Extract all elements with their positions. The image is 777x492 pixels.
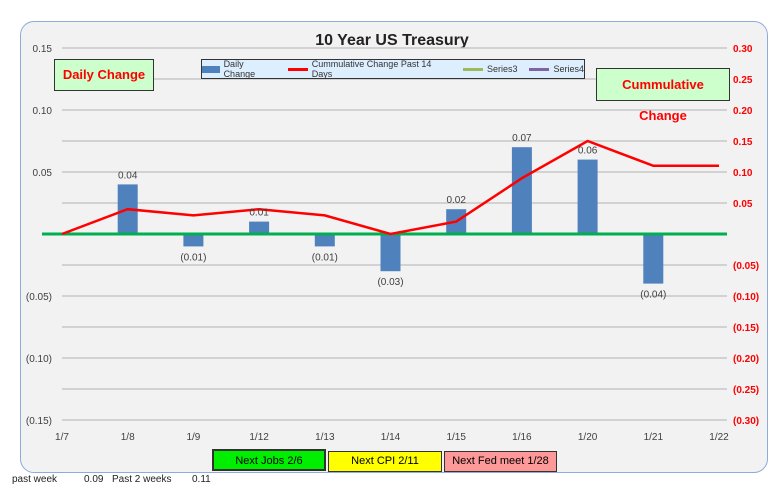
bar-daily-change — [380, 234, 401, 272]
right-axis-tick: (0.20) — [733, 354, 759, 365]
legend-swatch — [529, 67, 550, 71]
x-axis-tick: 1/16 — [512, 432, 532, 443]
bar-daily-change — [511, 147, 532, 234]
daily-change-label: Daily Change — [54, 59, 154, 91]
right-axis-tick: (0.15) — [733, 323, 759, 334]
x-axis-tick: 1/8 — [121, 432, 135, 443]
right-axis-tick: (0.25) — [733, 385, 759, 396]
right-axis-tick: 0.05 — [733, 199, 753, 210]
legend-item: Series4 — [529, 64, 584, 74]
data-label: (0.01) — [180, 252, 206, 263]
legend-item: Cummulative Change Past 14 Days — [288, 59, 451, 79]
legend-item: Series3 — [462, 64, 518, 74]
left-axis-tick: 0.05 — [33, 168, 53, 179]
cummulative-change-line — [61, 139, 719, 236]
data-label: 0.07 — [512, 133, 532, 144]
x-axis-tick: 1/13 — [315, 432, 335, 443]
left-axis-tick: 0.10 — [33, 106, 53, 117]
next-cpi-box: Next CPI 2/11 — [328, 451, 442, 472]
left-axis-tick: 0.15 — [33, 44, 53, 55]
right-axis-tick: 0.30 — [733, 44, 753, 55]
left-axis-tick: (0.15) — [26, 416, 52, 427]
bar-daily-change — [314, 234, 335, 247]
past-2-weeks-label: Past 2 weeks — [112, 474, 172, 485]
chart-title: 10 Year US Treasury — [315, 32, 469, 49]
x-axis-tick: 1/22 — [709, 432, 729, 443]
bar-daily-change — [643, 234, 664, 284]
legend-item: Daily Change — [202, 59, 276, 79]
cummulative-change-label: Cummulative Change — [596, 68, 730, 123]
right-axis-tick: (0.05) — [733, 261, 759, 272]
legend-label: Daily Change — [223, 59, 256, 79]
right-axis-tick: 0.20 — [733, 106, 753, 117]
x-axis-tick: 1/9 — [186, 432, 200, 443]
past-week-label: past week — [12, 474, 58, 485]
right-axis-tick: (0.30) — [733, 416, 759, 427]
x-axis-tick: 1/20 — [578, 432, 598, 443]
x-axis-tick: 1/14 — [381, 432, 401, 443]
legend-label: Cummulative Change Past 14 Days — [311, 59, 432, 79]
next-jobs-box: Next Jobs 2/6 — [212, 449, 326, 471]
legend-swatch — [462, 67, 483, 71]
x-axis-tick: 1/21 — [644, 432, 664, 443]
data-label: (0.04) — [640, 290, 666, 301]
data-label: (0.03) — [377, 277, 403, 288]
bar-daily-change — [577, 159, 598, 234]
data-label: 0.01 — [249, 208, 269, 219]
past-2-weeks-value: 0.11 — [192, 474, 211, 485]
right-axis-tick: (0.10) — [733, 292, 759, 303]
legend-label: Series4 — [553, 64, 584, 74]
data-label: 0.06 — [578, 146, 598, 157]
left-axis-tick: (0.10) — [26, 354, 52, 365]
bar-daily-change — [183, 234, 204, 247]
data-label: (0.01) — [312, 252, 338, 263]
right-axis-tick: 0.10 — [733, 168, 753, 179]
x-axis-tick: 1/12 — [249, 432, 269, 443]
legend-label: Series3 — [486, 64, 518, 74]
x-axis-tick: 1/7 — [55, 432, 69, 443]
x-axis-tick: 1/15 — [446, 432, 466, 443]
past-week-value: 0.09 — [84, 474, 104, 485]
right-axis-tick: 0.25 — [733, 75, 753, 86]
legend-swatch — [288, 67, 308, 71]
left-axis-tick: (0.05) — [26, 292, 52, 303]
data-label: 0.02 — [446, 195, 466, 206]
legend: Daily Change Cummulative Change Past 14 … — [201, 59, 585, 79]
bar-daily-change — [249, 221, 270, 234]
data-label: 0.04 — [118, 170, 138, 181]
next-fed-box: Next Fed meet 1/28 — [444, 451, 557, 472]
legend-swatch — [202, 65, 220, 73]
right-axis-tick: 0.15 — [733, 137, 753, 148]
